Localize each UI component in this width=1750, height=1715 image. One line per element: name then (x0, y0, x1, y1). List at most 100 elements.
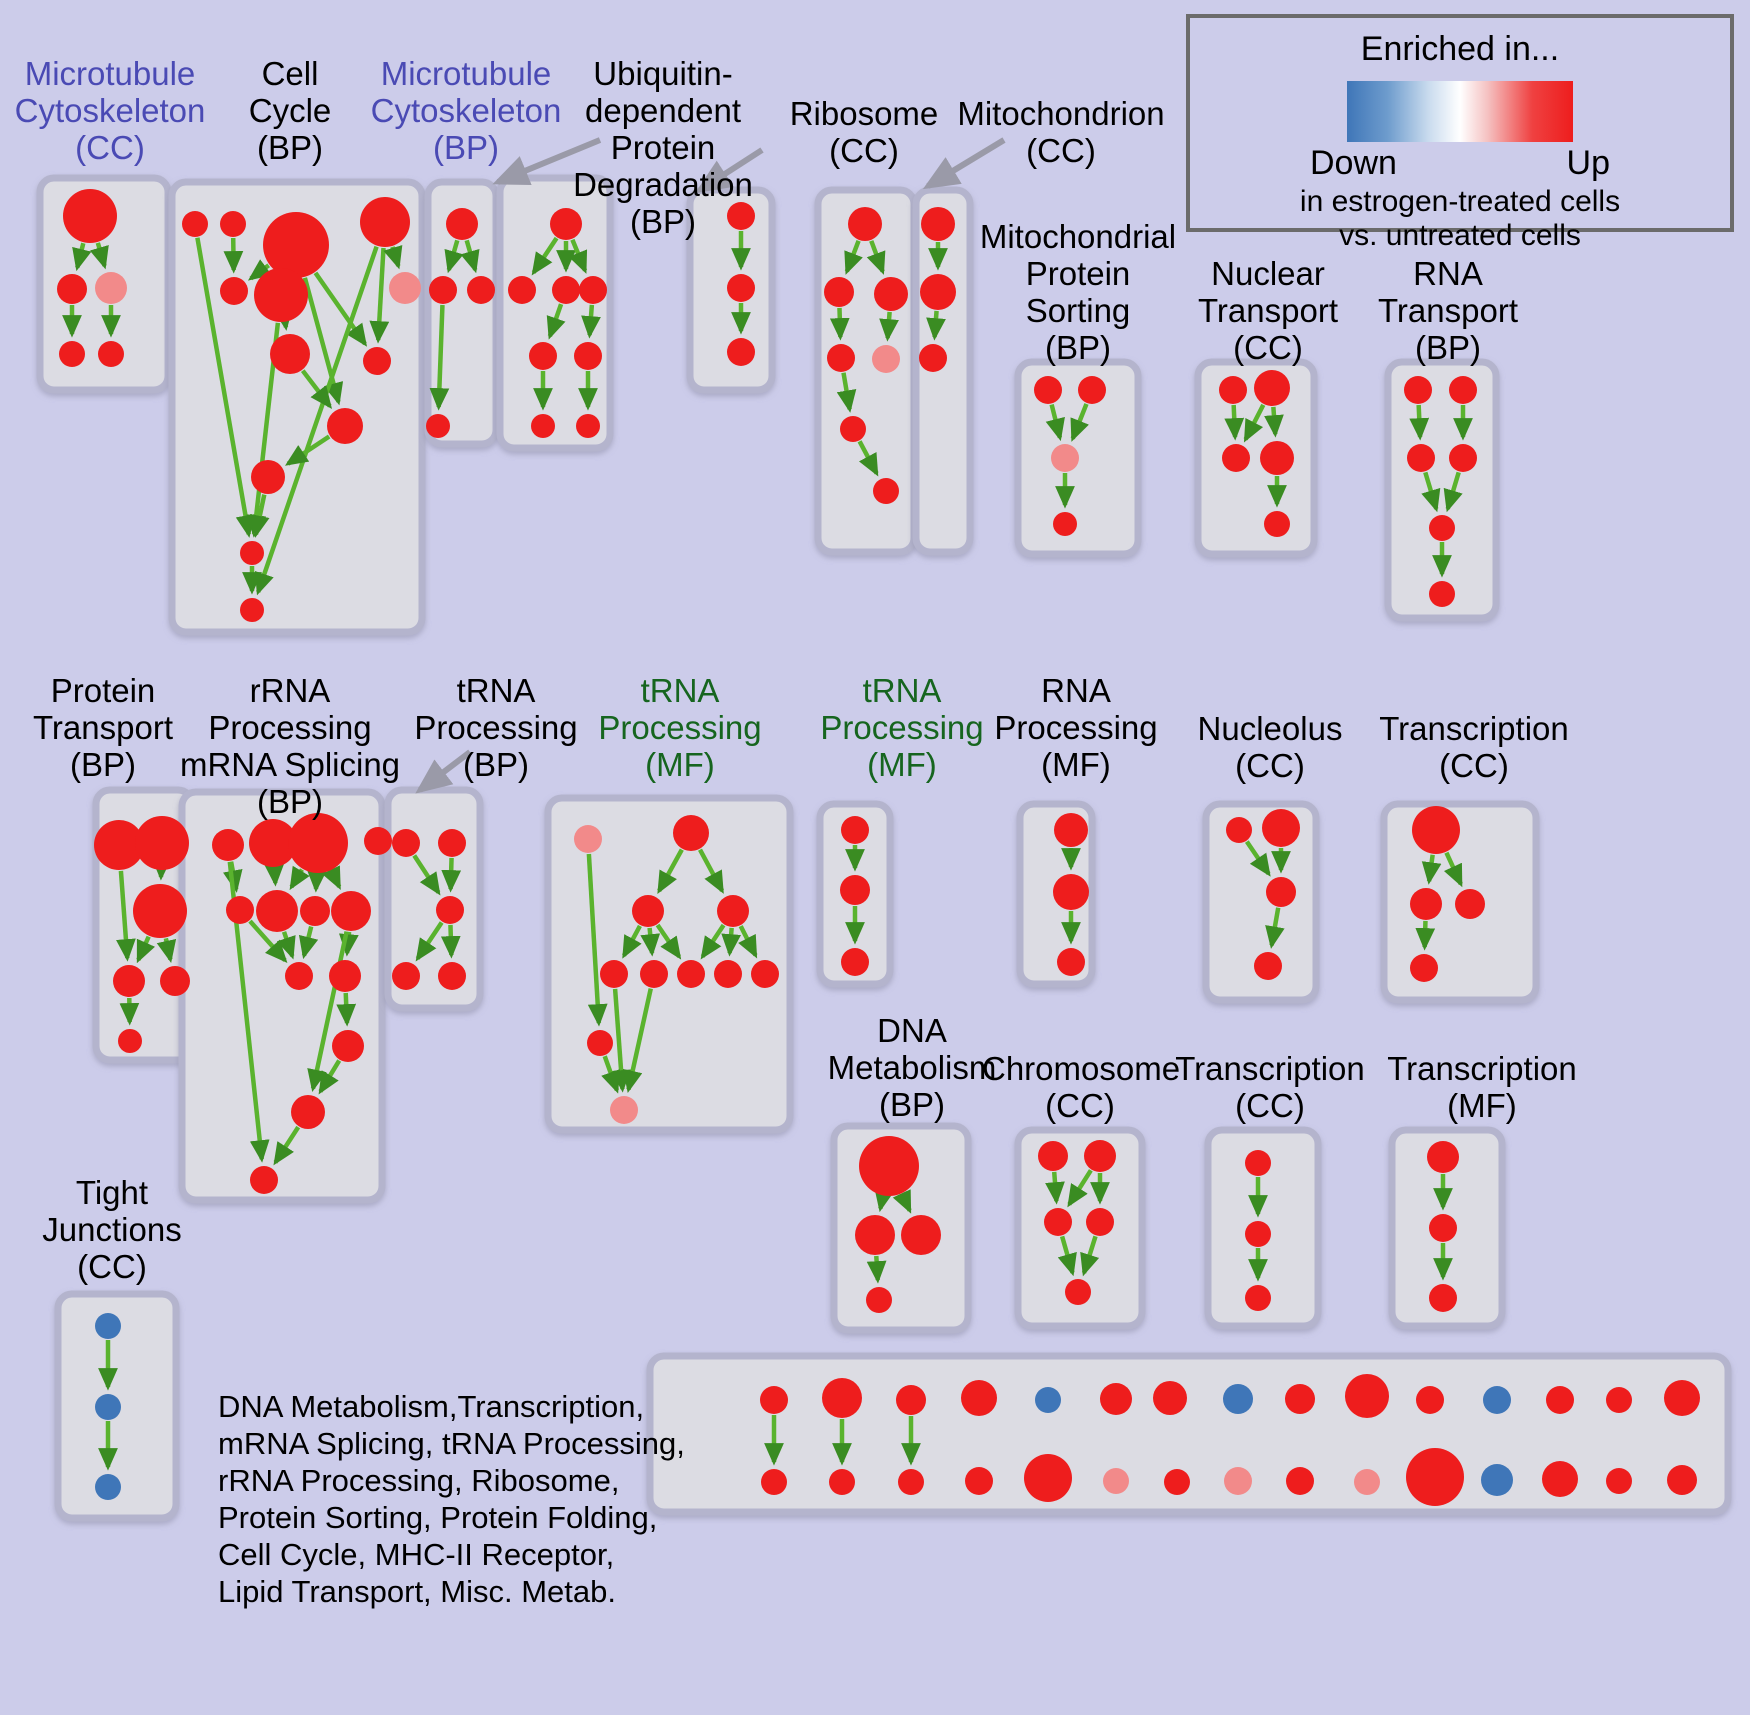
graph-node[interactable] (859, 1136, 919, 1196)
graph-node[interactable] (1034, 376, 1062, 404)
graph-node[interactable] (1449, 376, 1477, 404)
graph-node[interactable] (848, 207, 882, 241)
graph-node[interactable] (1054, 813, 1088, 847)
graph-node[interactable] (1223, 1384, 1253, 1414)
graph-node[interactable] (727, 338, 755, 366)
graph-node[interactable] (1410, 888, 1442, 920)
graph-node[interactable] (291, 1095, 325, 1129)
graph-node[interactable] (632, 895, 664, 927)
graph-node[interactable] (574, 825, 602, 853)
graph-node[interactable] (332, 1030, 364, 1062)
graph-node[interactable] (600, 960, 628, 988)
graph-node[interactable] (1245, 1221, 1271, 1247)
graph-node[interactable] (1667, 1465, 1697, 1495)
graph-node[interactable] (1078, 376, 1106, 404)
graph-node[interactable] (1153, 1381, 1187, 1415)
graph-node[interactable] (1416, 1386, 1444, 1414)
graph-node[interactable] (63, 189, 117, 243)
graph-node[interactable] (921, 207, 955, 241)
graph-node[interactable] (1429, 1284, 1457, 1312)
graph-node[interactable] (1664, 1380, 1700, 1416)
graph-node[interactable] (1449, 444, 1477, 472)
graph-node[interactable] (327, 408, 363, 444)
graph-node[interactable] (446, 208, 478, 240)
graph-node[interactable] (531, 414, 555, 438)
graph-node[interactable] (392, 962, 420, 990)
graph-node[interactable] (1455, 889, 1485, 919)
graph-node[interactable] (714, 960, 742, 988)
graph-node[interactable] (1345, 1374, 1389, 1418)
graph-node[interactable] (94, 820, 144, 870)
graph-node[interactable] (1222, 444, 1250, 472)
graph-node[interactable] (182, 211, 208, 237)
graph-node[interactable] (1606, 1468, 1632, 1494)
graph-node[interactable] (1224, 1467, 1252, 1495)
graph-node[interactable] (1410, 954, 1438, 982)
graph-node[interactable] (331, 891, 371, 931)
graph-node[interactable] (1406, 1448, 1464, 1506)
graph-node[interactable] (1404, 376, 1432, 404)
graph-node[interactable] (855, 1215, 895, 1255)
graph-node[interactable] (529, 342, 557, 370)
graph-node[interactable] (760, 1386, 788, 1414)
graph-node[interactable] (1024, 1454, 1072, 1502)
graph-node[interactable] (1429, 581, 1455, 607)
graph-node[interactable] (1219, 376, 1247, 404)
graph-node[interactable] (212, 829, 244, 861)
graph-node[interactable] (1354, 1469, 1380, 1495)
graph-node[interactable] (827, 344, 855, 372)
graph-node[interactable] (285, 962, 313, 990)
graph-node[interactable] (576, 414, 600, 438)
graph-node[interactable] (467, 276, 495, 304)
graph-node[interactable] (1412, 806, 1460, 854)
graph-node[interactable] (872, 345, 900, 373)
graph-node[interactable] (251, 460, 285, 494)
graph-node[interactable] (1606, 1387, 1632, 1413)
graph-node[interactable] (220, 211, 246, 237)
graph-node[interactable] (329, 960, 361, 992)
graph-node[interactable] (610, 1096, 638, 1124)
graph-node[interactable] (226, 896, 254, 924)
graph-node[interactable] (254, 268, 308, 322)
graph-node[interactable] (677, 960, 705, 988)
graph-node[interactable] (1051, 444, 1079, 472)
graph-node[interactable] (160, 966, 190, 996)
graph-node[interactable] (552, 276, 580, 304)
graph-node[interactable] (961, 1380, 997, 1416)
graph-node[interactable] (1264, 511, 1290, 537)
graph-node[interactable] (133, 884, 187, 938)
graph-node[interactable] (1262, 809, 1300, 847)
graph-node[interactable] (874, 277, 908, 311)
graph-node[interactable] (1427, 1141, 1459, 1173)
graph-node[interactable] (250, 1166, 278, 1194)
graph-node[interactable] (965, 1467, 993, 1495)
graph-node[interactable] (95, 1474, 121, 1500)
graph-node[interactable] (240, 541, 264, 565)
graph-node[interactable] (98, 341, 124, 367)
graph-node[interactable] (673, 815, 709, 851)
graph-node[interactable] (95, 1394, 121, 1420)
graph-node[interactable] (436, 896, 464, 924)
graph-node[interactable] (1245, 1150, 1271, 1176)
graph-node[interactable] (426, 414, 450, 438)
graph-node[interactable] (1429, 515, 1455, 541)
graph-node[interactable] (1542, 1461, 1578, 1497)
graph-node[interactable] (1103, 1468, 1129, 1494)
graph-node[interactable] (300, 896, 330, 926)
graph-node[interactable] (901, 1215, 941, 1255)
graph-node[interactable] (59, 341, 85, 367)
graph-node[interactable] (240, 598, 264, 622)
graph-node[interactable] (1086, 1208, 1114, 1236)
graph-node[interactable] (270, 334, 310, 374)
graph-node[interactable] (249, 819, 297, 867)
graph-node[interactable] (1407, 444, 1435, 472)
graph-node[interactable] (1065, 1279, 1091, 1305)
graph-node[interactable] (1035, 1387, 1061, 1413)
graph-node[interactable] (840, 875, 870, 905)
graph-node[interactable] (1044, 1208, 1072, 1236)
graph-node[interactable] (118, 1029, 142, 1053)
graph-node[interactable] (866, 1287, 892, 1313)
graph-node[interactable] (389, 272, 421, 304)
graph-node[interactable] (1057, 948, 1085, 976)
graph-node[interactable] (1483, 1386, 1511, 1414)
